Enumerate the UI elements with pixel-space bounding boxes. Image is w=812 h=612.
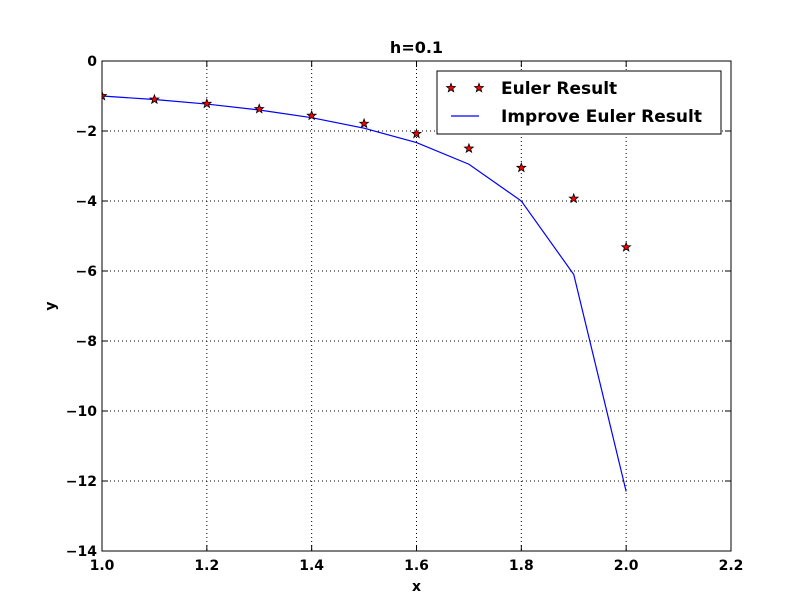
chart-title: h=0.1 bbox=[390, 38, 443, 57]
x-tick-label: 1.0 bbox=[90, 558, 115, 574]
euler-point bbox=[148, 93, 160, 105]
y-tick-label: −2 bbox=[76, 124, 97, 140]
y-tick-label: −4 bbox=[76, 194, 98, 210]
grid-lines bbox=[102, 61, 731, 551]
x-tick-label: 1.6 bbox=[404, 558, 429, 574]
legend: Euler Result Improve Euler Result bbox=[436, 70, 722, 135]
legend-entry-improve-euler: Improve Euler Result bbox=[451, 107, 702, 127]
euler-point bbox=[463, 142, 475, 154]
plot-area bbox=[101, 90, 632, 492]
legend-label-improve-euler: Improve Euler Result bbox=[501, 107, 702, 127]
x-axis-ticks: 1.0 1.2 1.4 1.6 1.8 2.0 2.2 bbox=[90, 61, 744, 574]
legend-entry-euler: Euler Result bbox=[445, 79, 617, 99]
x-tick-label: 1.8 bbox=[509, 558, 534, 574]
x-tick-label: 2.2 bbox=[719, 558, 744, 574]
euler-point bbox=[306, 109, 318, 121]
x-tick-label: 2.0 bbox=[614, 558, 639, 574]
y-axis-ticks: 0 −2 −4 −6 −8 −10 −12 −14 bbox=[66, 54, 731, 560]
euler-point bbox=[411, 128, 422, 139]
legend-star-marker bbox=[445, 82, 457, 93]
euler-point bbox=[201, 97, 213, 109]
y-tick-label: −6 bbox=[76, 264, 97, 280]
euler-point bbox=[515, 161, 527, 173]
euler-point bbox=[568, 192, 580, 204]
euler-point bbox=[620, 241, 632, 252]
x-tick-label: 1.4 bbox=[299, 558, 324, 574]
legend-star-marker bbox=[473, 82, 485, 93]
y-axis-label: y bbox=[43, 301, 59, 310]
euler-point bbox=[102, 90, 108, 101]
euler-point bbox=[358, 117, 370, 129]
euler-point bbox=[253, 103, 265, 114]
x-axis-label: x bbox=[412, 579, 421, 595]
legend-label-euler: Euler Result bbox=[501, 79, 617, 99]
y-tick-label: −12 bbox=[66, 474, 97, 490]
legend-box bbox=[436, 70, 722, 135]
y-tick-label: −10 bbox=[66, 404, 97, 420]
series-line-improve-euler bbox=[101, 95, 627, 492]
y-tick-label: 0 bbox=[87, 54, 97, 70]
y-tick-label: −14 bbox=[66, 544, 97, 560]
y-tick-label: −8 bbox=[76, 334, 97, 350]
x-tick-label: 1.2 bbox=[194, 558, 219, 574]
